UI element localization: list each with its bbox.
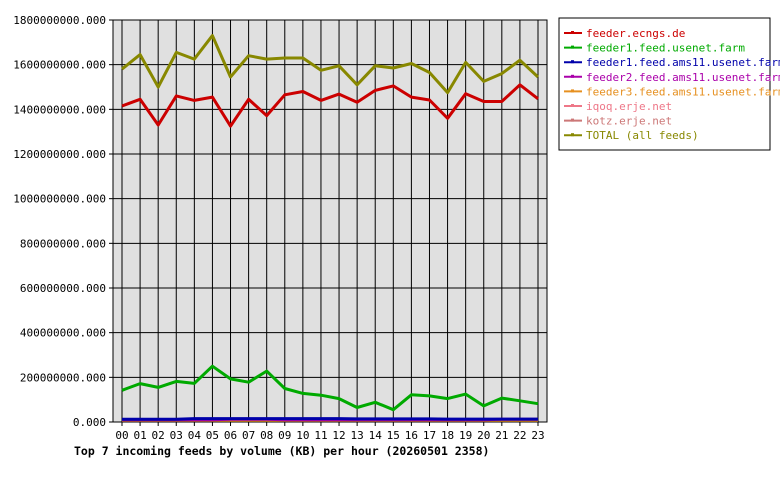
- x-tick-label: 07: [242, 429, 255, 442]
- x-tick-label: 04: [188, 429, 202, 442]
- legend-marker: [571, 60, 574, 64]
- grid: [109, 19, 547, 426]
- y-tick-label: 800000000.000: [20, 237, 106, 250]
- y-tick-label: 1800000000.000: [13, 14, 106, 27]
- x-tick-label: 09: [278, 429, 291, 442]
- series-line: [121, 34, 540, 95]
- series-line: [122, 417, 538, 421]
- x-tick-label: 03: [170, 429, 183, 442]
- x-tick-label: 23: [531, 429, 544, 442]
- legend-marker: [571, 104, 574, 107]
- legend-box: [558, 17, 771, 151]
- x-tick-label: 20: [477, 429, 490, 442]
- x-tick-label: 00: [115, 429, 128, 442]
- y-tick-label: 1600000000.000: [13, 59, 106, 72]
- series-line: [121, 83, 539, 128]
- chart-title: Top 7 incoming feeds by volume (KB) per …: [74, 444, 490, 458]
- plot-area: [112, 19, 548, 423]
- y-tick-label: 0.000: [73, 416, 106, 429]
- y-tick-label: 1400000000.000: [13, 103, 106, 116]
- x-tick-label: 11: [314, 429, 327, 442]
- x-tick-label: 15: [387, 429, 400, 442]
- y-tick-label: 200000000.000: [20, 371, 106, 384]
- legend-label: feeder1.feed.usenet.farm: [586, 42, 745, 55]
- series-line: [121, 364, 539, 412]
- x-tick-label: 14: [369, 429, 383, 442]
- legend-label: feeder1.feed.ams11.usenet.farm: [586, 56, 780, 69]
- x-tick-label: 22: [513, 429, 526, 442]
- y-tick-label: 600000000.000: [20, 282, 106, 295]
- x-tick-label: 08: [260, 429, 273, 442]
- y-axis-ticks: 0.000 200000000.000 400000000.000 600000000…: [13, 14, 106, 429]
- x-tick-label: 16: [405, 429, 418, 442]
- legend-label: feeder3.feed.ams11.usenet.farm: [586, 85, 780, 98]
- x-tick-label: 02: [152, 429, 165, 442]
- x-axis-ticks: 00 01 02 03 04 05 06 07 08 09 10 11 12 13 14 15 16 17 18 19…: [115, 429, 544, 442]
- x-tick-label: 06: [224, 429, 237, 442]
- legend: feeder.ecngs.defeeder1.feed.usenet.farmf…: [558, 17, 780, 151]
- legend-marker: [571, 74, 574, 78]
- x-tick-label: 05: [206, 429, 219, 442]
- legend-label: iqoq.erje.net: [586, 100, 672, 113]
- y-tick-label: 1200000000.000: [13, 148, 106, 161]
- legend-label: kotz.erje.net: [586, 115, 672, 128]
- x-tick-label: 12: [332, 429, 345, 442]
- legend-marker: [571, 89, 574, 93]
- x-tick-label: 17: [423, 429, 436, 442]
- x-tick-label: 18: [441, 429, 454, 442]
- legend-marker: [571, 45, 574, 49]
- legend-label: feeder.ecngs.de: [586, 27, 685, 40]
- x-tick-label: 19: [459, 429, 472, 442]
- y-tick-label: 1000000000.000: [13, 193, 106, 206]
- legend-marker: [571, 133, 574, 137]
- legend-label: TOTAL (all feeds): [586, 129, 699, 142]
- legend-marker: [571, 118, 574, 122]
- series-lines: [121, 34, 540, 422]
- x-tick-label: 21: [495, 429, 508, 442]
- y-tick-label: 400000000.000: [20, 327, 106, 340]
- x-tick-label: 10: [296, 429, 309, 442]
- legend-marker: [571, 31, 574, 34]
- x-tick-label: 01: [133, 429, 146, 442]
- legend-label: feeder2.feed.ams11.usenet.farm: [586, 71, 780, 84]
- x-tick-label: 13: [351, 429, 364, 442]
